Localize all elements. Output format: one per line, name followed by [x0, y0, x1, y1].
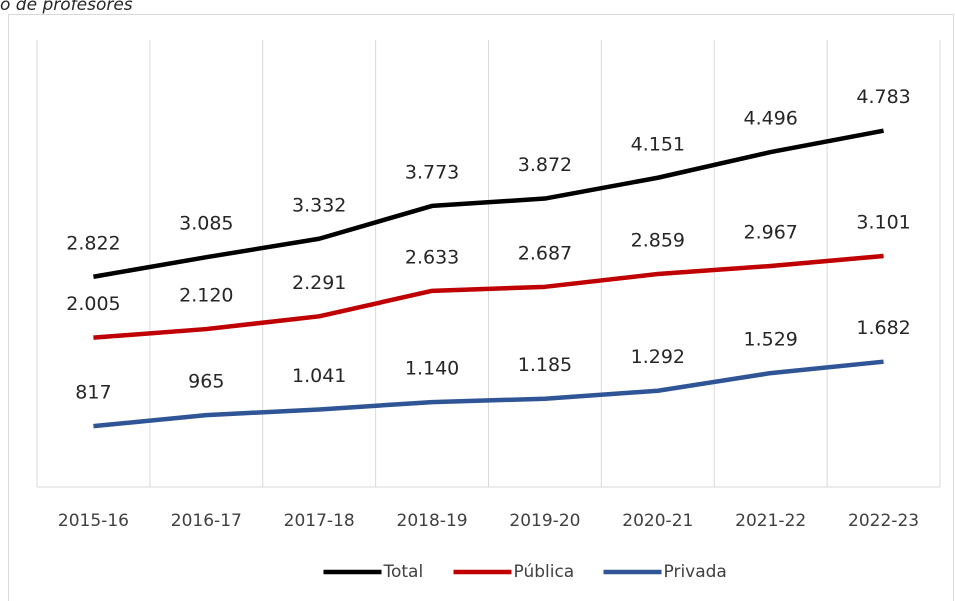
data-label: 1.292 — [631, 346, 685, 368]
data-label: 1.185 — [518, 354, 572, 376]
data-label: 817 — [75, 382, 111, 404]
line-series — [93, 128, 884, 279]
legend-label: Total — [383, 562, 424, 582]
line-series — [93, 359, 884, 429]
legend-label: Privada — [664, 562, 727, 582]
x-tick-label: 2019-20 — [509, 511, 580, 531]
x-tick-label: 2017-18 — [284, 511, 355, 531]
data-label: 1.529 — [743, 329, 797, 351]
data-label: 965 — [188, 371, 224, 393]
chart-title: o de profesores — [0, 0, 133, 15]
x-tick-label: 2018-19 — [397, 511, 468, 531]
data-label: 4.783 — [856, 86, 910, 108]
x-tick-label: 2021-22 — [735, 511, 806, 531]
x-tick-label: 2016-17 — [171, 511, 242, 531]
data-label: 1.682 — [856, 317, 910, 339]
data-label: 2.120 — [179, 285, 233, 307]
data-label: 4.151 — [631, 133, 685, 155]
data-label: 2.967 — [743, 221, 797, 243]
data-label: 2.291 — [292, 272, 346, 294]
x-tick-label: 2022-23 — [848, 511, 919, 531]
data-label: 1.140 — [405, 358, 459, 380]
data-label: 3.872 — [518, 154, 572, 176]
data-label: 2.633 — [405, 246, 459, 268]
data-label: 3.332 — [292, 194, 346, 216]
data-label: 2.005 — [66, 293, 120, 315]
legend-label: Pública — [514, 562, 575, 582]
data-label: 1.041 — [292, 365, 346, 387]
chart-frame — [8, 14, 954, 601]
line-series — [93, 253, 884, 340]
data-label: 3.085 — [179, 213, 233, 235]
x-tick-label: 2020-21 — [622, 511, 693, 531]
data-label: 2.687 — [518, 242, 572, 264]
data-label: 3.101 — [856, 211, 910, 233]
data-label: 2.859 — [631, 230, 685, 252]
data-label: 2.822 — [66, 232, 120, 254]
data-label: 4.496 — [743, 108, 797, 130]
x-tick-label: 2015-16 — [58, 511, 129, 531]
data-label: 3.773 — [405, 161, 459, 183]
